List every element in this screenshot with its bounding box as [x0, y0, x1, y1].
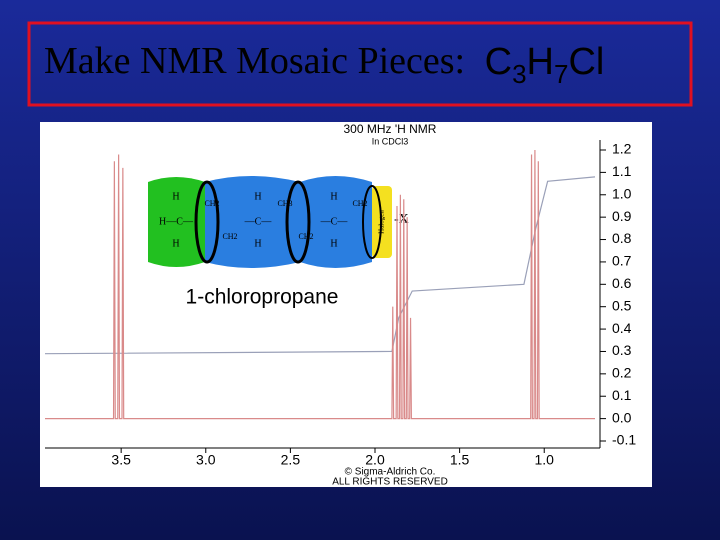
- green-piece: [148, 177, 205, 267]
- y-tick-label: 0.4: [612, 320, 632, 336]
- formula: 7: [554, 59, 568, 89]
- spectrum: [45, 149, 595, 420]
- y-tick-label: 0.1: [612, 387, 632, 403]
- y-tick-label: 0.7: [612, 253, 632, 269]
- atom: H: [254, 238, 261, 249]
- annotation: © Sigma-Aldrich Co.: [345, 467, 436, 478]
- atom: —C—: [320, 216, 349, 227]
- group-tag: CH3: [277, 199, 292, 208]
- atom: H: [330, 191, 337, 202]
- atom: —C—: [244, 216, 273, 227]
- atom: H: [254, 191, 261, 202]
- y-tick-label: 0.0: [612, 409, 632, 425]
- plot: [45, 149, 596, 420]
- atom: H: [172, 191, 179, 202]
- group-tag: CH2: [352, 199, 367, 208]
- chart-subtitle: In CDCl3: [372, 136, 409, 146]
- y-tick-label: 0.5: [612, 297, 632, 313]
- group-tag: CH2: [204, 199, 219, 208]
- y-tick-label: 1.2: [612, 141, 632, 157]
- formula: Cl: [568, 41, 604, 83]
- slide-title: Make NMR Mosaic Pieces: C3H7Cl: [44, 40, 604, 89]
- formula: C: [485, 41, 512, 83]
- x-tick-label: 1.5: [450, 452, 470, 468]
- title-text: Make NMR Mosaic Pieces:: [44, 40, 465, 82]
- group-tag: CH2: [298, 232, 313, 241]
- y-tick-label: 0.9: [612, 208, 632, 224]
- y-tick-label: 0.2: [612, 365, 632, 381]
- chart-title: 300 MHz 'H NMR: [344, 122, 437, 136]
- atom: H: [330, 238, 337, 249]
- joint: [194, 180, 220, 264]
- joint: [362, 185, 382, 259]
- formula: 3: [512, 59, 526, 89]
- y-tick-label: 1.1: [612, 163, 632, 179]
- end-tag: Halogen: [378, 210, 386, 234]
- x-tick-label: 1.0: [534, 452, 554, 468]
- x-tick-label: 3.5: [111, 452, 131, 468]
- blue-piece: [205, 176, 300, 268]
- y-tick-label: 0.6: [612, 275, 632, 291]
- joint: [285, 180, 311, 264]
- end-label: -X: [394, 212, 409, 227]
- title-box: [27, 21, 693, 107]
- annotation: ALL RIGHTS RESERVED: [332, 477, 448, 488]
- x-tick-label: 2.0: [365, 452, 385, 468]
- atom: H—C—: [159, 216, 194, 227]
- y-tick-label: 0.8: [612, 230, 632, 246]
- x-tick-label: 3.0: [196, 452, 216, 468]
- y-tick-label: -0.1: [612, 432, 636, 448]
- atom: H: [172, 238, 179, 249]
- group-tag: CH2: [222, 232, 237, 241]
- blue-piece: [300, 176, 372, 268]
- y-tick-label: 1.0: [612, 185, 632, 201]
- y-tick-label: 0.3: [612, 342, 632, 358]
- formula: H: [527, 41, 554, 83]
- compound-name: 1-chloropropane: [186, 286, 339, 309]
- x-tick-label: 2.5: [281, 452, 301, 468]
